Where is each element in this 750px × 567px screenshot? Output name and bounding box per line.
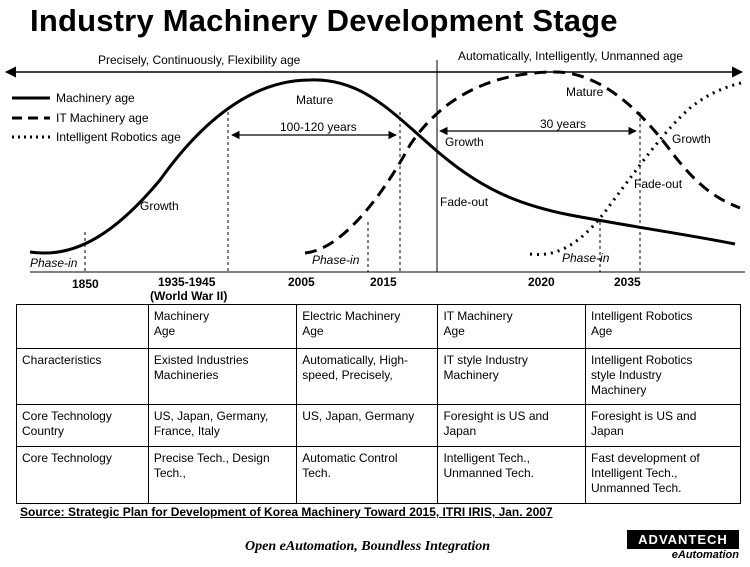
- growth-label-2: Growth: [445, 135, 484, 149]
- growth-label-3: Growth: [672, 132, 711, 146]
- table-cell: Intelligent Tech., Unmanned Tech.: [437, 446, 586, 504]
- tagline: Open eAutomation, Boundless Integration: [245, 539, 491, 554]
- logo-subtitle: eAutomation: [671, 549, 739, 561]
- legend-label-robotics: Intelligent Robotics age: [56, 130, 181, 144]
- table-cell: Existed Industries Machineries: [147, 348, 298, 405]
- table-cell: IT style Industry Machinery: [437, 348, 586, 405]
- table-cell: US, Japan, Germany, France, Italy: [147, 404, 298, 447]
- table-cell: Intelligent Robotics Age: [584, 304, 742, 349]
- table-cell: Precise Tech., Design Tech.,: [147, 446, 298, 504]
- right-age-banner: Automatically, Intelligently, Unmanned a…: [458, 49, 683, 63]
- year-ww2: (World War II): [150, 289, 227, 303]
- table-cell: Fast development of Intelligent Tech., Unm…: [584, 446, 742, 504]
- robotics-age-curve: [529, 80, 746, 257]
- table-cell: US, Japan, Germany: [296, 404, 439, 447]
- legend-label-machinery: Machinery age: [56, 91, 135, 105]
- lifecycle-diagram: Precisely, Continuously, Flexibility age…: [4, 49, 746, 303]
- table-cell: Machinery Age: [147, 304, 298, 349]
- source-citation: Source: Strategic Plan for Development o…: [20, 505, 553, 519]
- table-cell: Core Technology Country: [16, 404, 149, 447]
- year-2020: 2020: [528, 275, 555, 289]
- left-age-banner: Precisely, Continuously, Flexibility age: [98, 53, 301, 67]
- phase-in-label-2: Phase-in: [312, 253, 360, 267]
- advantech-logo: ADVANTECH eAutomation: [627, 530, 739, 564]
- page-title: Industry Machinery Development Stage: [30, 3, 618, 38]
- phase-in-label-1: Phase-in: [30, 256, 78, 270]
- span-label-2: 30 years: [540, 117, 586, 131]
- machinery-age-curve: [29, 78, 736, 255]
- table-header-row: Machinery Age Electric Machinery Age IT Mach…: [16, 304, 742, 349]
- table-cell: Foresight is US and Japan: [437, 404, 586, 447]
- table-row: Core Technology Precise Tech., Design Tech…: [16, 446, 742, 504]
- table-cell: Characteristics: [16, 348, 149, 405]
- fade-out-label-2: Fade-out: [634, 177, 683, 191]
- age-comparison-table: Machinery Age Electric Machinery Age IT Mach…: [16, 304, 742, 504]
- table-cell: Automatically, High-speed, Precisely,: [296, 348, 439, 405]
- table-cell: Foresight is US and Japan: [584, 404, 742, 447]
- year-2005: 2005: [288, 275, 315, 289]
- table-row: Core Technology Country US, Japan, Germany…: [16, 404, 742, 447]
- table-cell: [16, 304, 149, 349]
- table-row: Characteristics Existed Industries Machine…: [16, 348, 742, 405]
- table-cell: Intelligent Robotics style Industry Machin…: [584, 348, 742, 405]
- span-label-1: 100-120 years: [280, 120, 357, 134]
- phase-in-label-3: Phase-in: [562, 251, 610, 265]
- mature-label-2: Mature: [566, 85, 604, 99]
- legend-label-it-machinery: IT Machinery age: [56, 111, 149, 125]
- year-2035: 2035: [614, 275, 641, 289]
- mature-label-1: Mature: [296, 93, 334, 107]
- table-cell: Core Technology: [16, 446, 149, 504]
- fade-out-label-1: Fade-out: [440, 195, 489, 209]
- logo-wordmark: ADVANTECH: [627, 530, 739, 549]
- year-1850: 1850: [72, 277, 99, 291]
- table-cell: Electric Machinery Age: [296, 304, 439, 349]
- table-cell: IT Machinery Age: [437, 304, 586, 349]
- table-cell: Automatic Control Tech.: [296, 446, 439, 504]
- growth-label-1: Growth: [140, 199, 179, 213]
- it-machinery-age-curve: [304, 70, 741, 255]
- year-2015: 2015: [370, 275, 397, 289]
- year-1935: 1935-1945: [158, 275, 216, 289]
